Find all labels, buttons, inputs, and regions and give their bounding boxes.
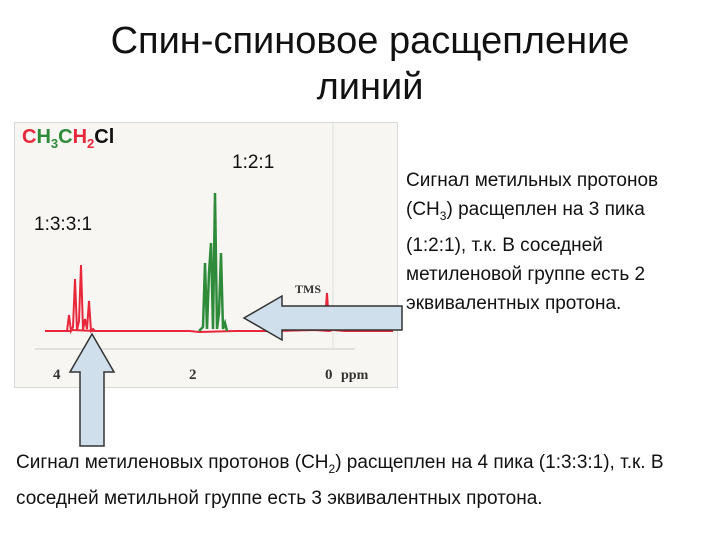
molecule-formula: CH3CH2Cl [22,126,114,151]
slide-title: Спин-спиновое расщепление линий [110,20,630,108]
axis-tick-2: 2 [189,367,197,383]
methyl-sub: 3 [439,208,447,223]
tms-peak [320,292,334,332]
spectrum-baseline [45,328,393,334]
ratio-methyl: 1:2:1 [232,152,275,173]
formula-c1: C [22,126,37,148]
spectrum-plot: 4 2 0 ppm TMS [35,123,393,383]
methylene-text-b: ) расщеплен на 4 пика (1:3:3:1), т.к. В … [16,452,664,509]
methyl-text-b: ) расщеплен на 3 пика (1:2:1), т.к. В со… [406,199,646,314]
methylene-peaks [66,264,96,335]
tms-label: TMS [295,282,321,296]
methyl-text-a: Сигнал метильных протонов (CH [406,170,659,220]
formula-h2: H [72,126,88,148]
formula-n2: 2 [87,136,95,151]
axis-tick-4: 4 [53,367,61,383]
formula-c2: C [58,126,73,148]
methyl-peaks [198,192,229,332]
axis-tick-0: 0 [325,367,333,383]
methylene-annotation: Сигнал метиленовых протонов (CH2) расщеп… [16,448,706,513]
ratio-methylene: 1:3:3:1 [34,214,93,235]
formula-cl: Cl [94,126,115,148]
methylene-sub: 2 [328,461,336,476]
formula-h1: H [36,126,51,148]
formula-n1: 3 [50,136,59,151]
methylene-text-a: Сигнал метиленовых протонов (CH [16,452,329,473]
methyl-annotation: Сигнал метильных протонов (CH3) расщепле… [406,166,706,318]
nmr-spectrum: 4 2 0 ppm TMS [14,122,398,388]
axis-unit: ppm [341,368,369,383]
